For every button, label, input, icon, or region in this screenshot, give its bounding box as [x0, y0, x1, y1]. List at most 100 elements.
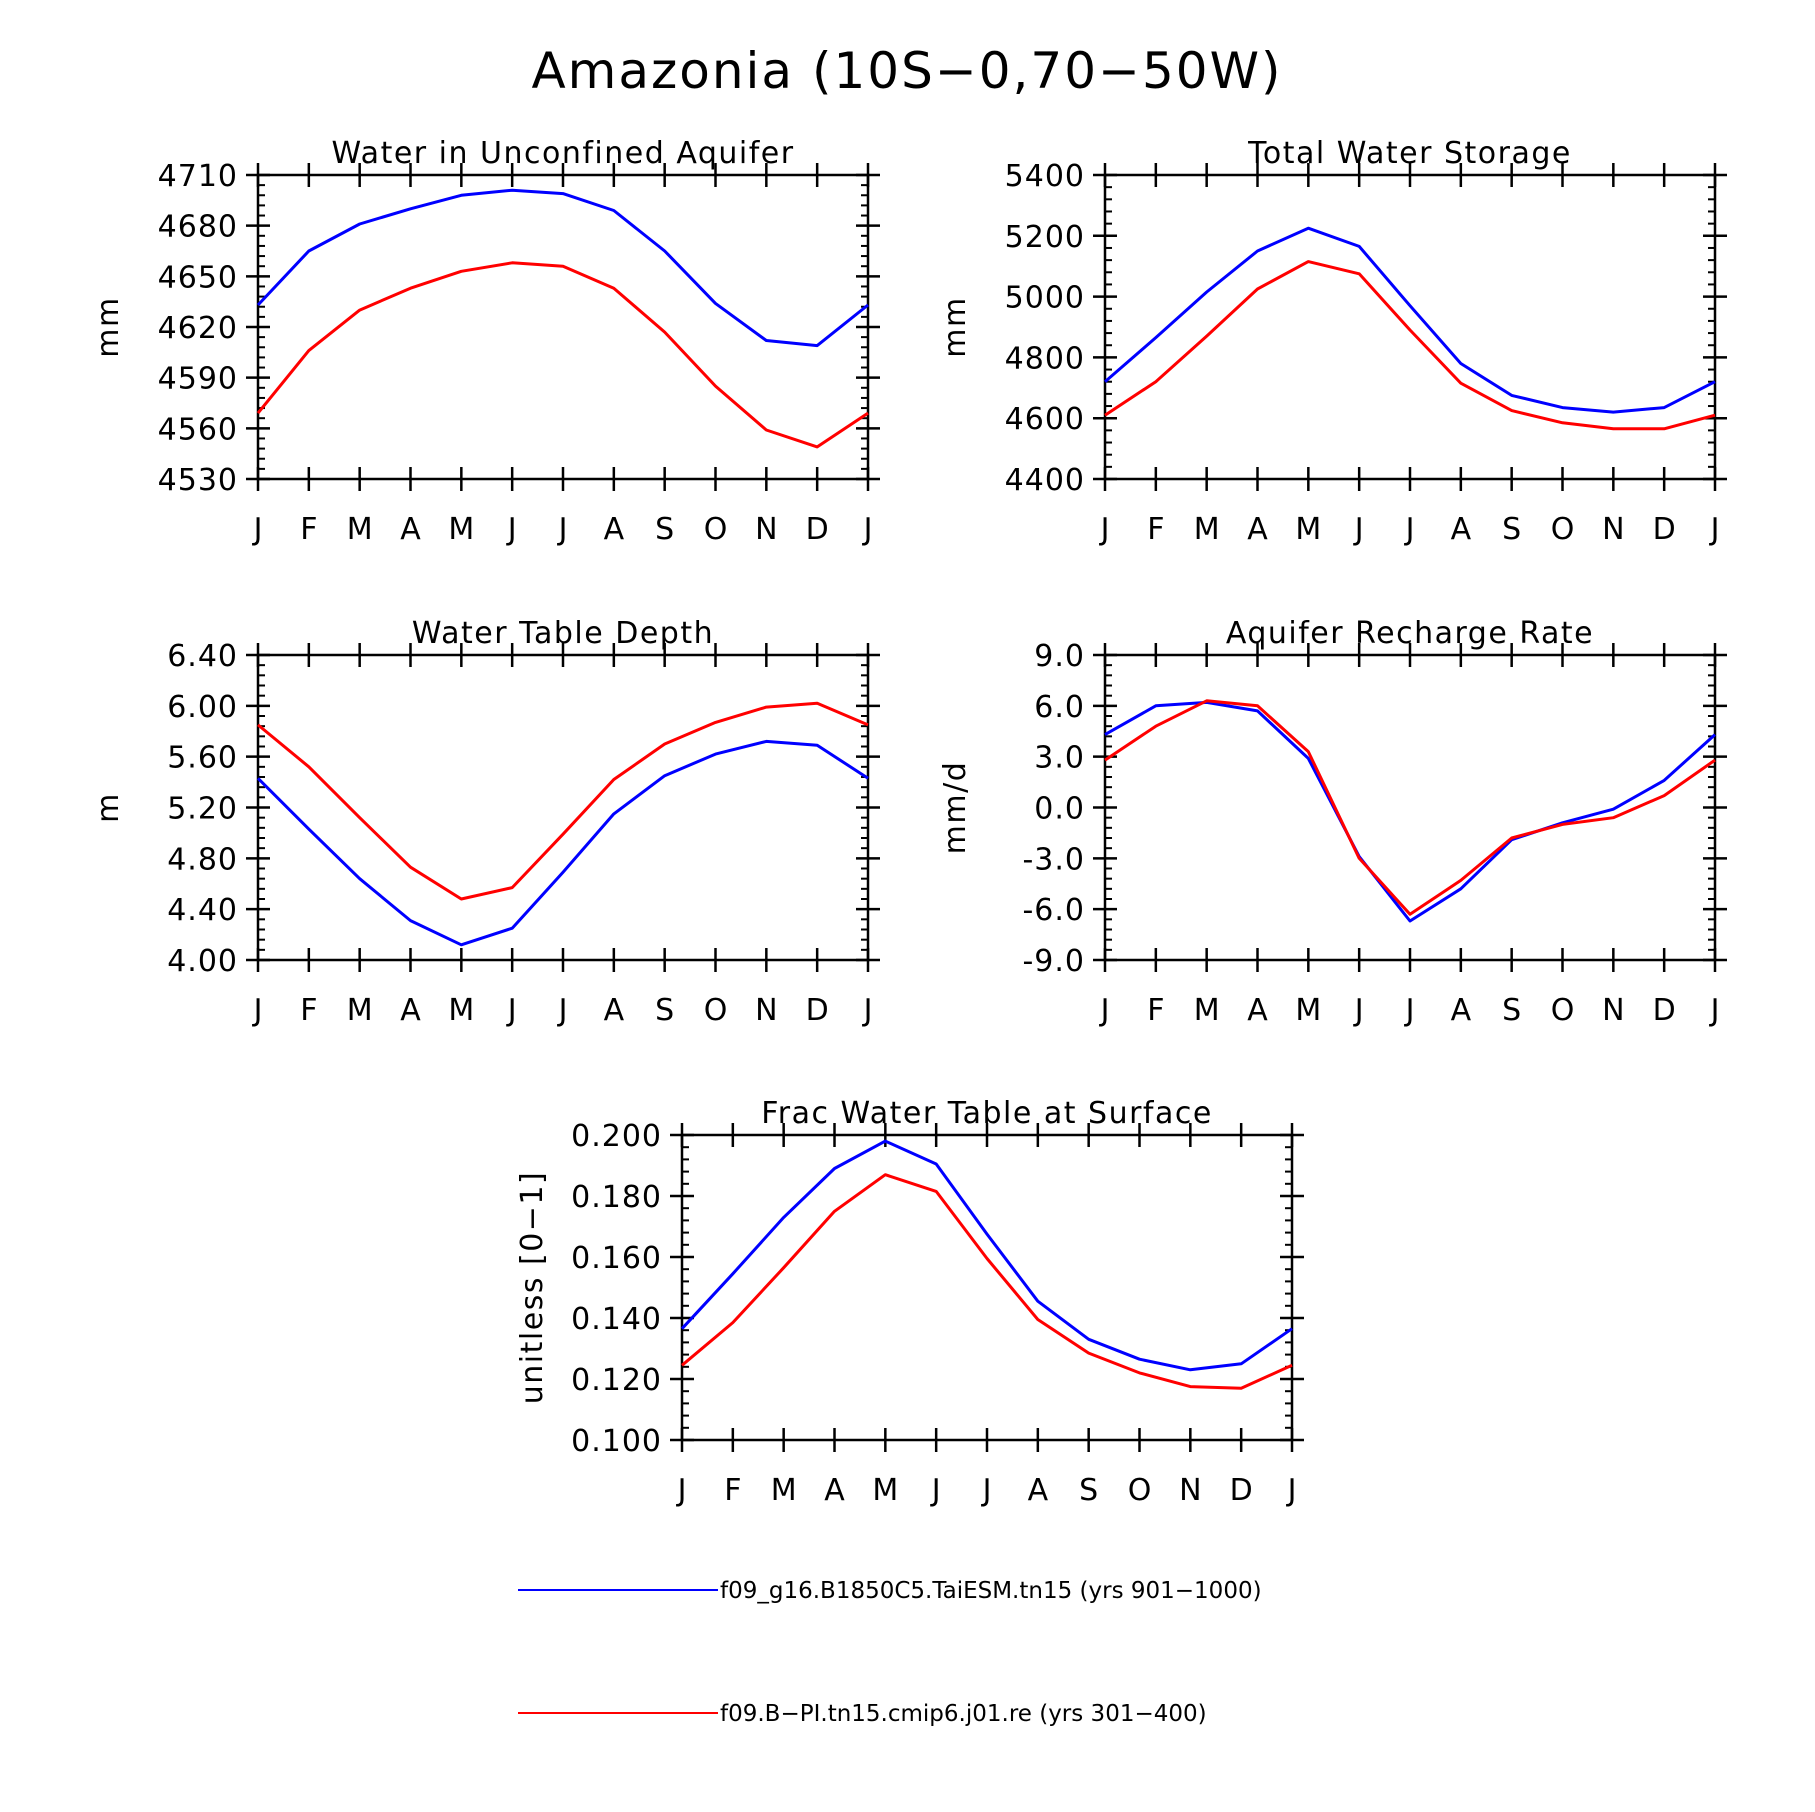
y-tick-label: 4.40 [167, 893, 238, 928]
x-tick-label: J [252, 993, 263, 1028]
x-tick-label: J [862, 993, 873, 1028]
x-tick-label: N [755, 512, 777, 547]
y-tick-label: 5400 [1005, 159, 1085, 194]
y-tick-label: 5.60 [167, 741, 238, 776]
y-axis-label: m [91, 792, 126, 823]
x-tick-label: M [872, 1473, 898, 1508]
x-tick-label: O [1128, 1473, 1152, 1508]
y-tick-label: 5200 [1005, 220, 1085, 255]
y-tick-label: 0.120 [571, 1363, 662, 1398]
y-axis-label: mm [938, 296, 973, 357]
x-tick-label: M [1295, 993, 1321, 1028]
x-tick-label: O [704, 512, 728, 547]
y-tick-label: 4400 [1005, 463, 1085, 498]
y-tick-label: 4800 [1005, 341, 1085, 376]
y-tick-label: 6.40 [167, 639, 238, 674]
x-tick-label: M [448, 993, 474, 1028]
y-tick-label: 4600 [1005, 402, 1085, 437]
x-tick-label: D [1653, 512, 1676, 547]
x-tick-label: F [300, 512, 317, 547]
x-tick-label: J [1099, 993, 1110, 1028]
y-tick-label: 0.140 [571, 1302, 662, 1337]
x-tick-label: J [1404, 993, 1415, 1028]
x-tick-label: N [1602, 993, 1624, 1028]
x-tick-label: J [930, 1473, 941, 1508]
series-line-2 [1104, 260, 1716, 431]
series-line-1 [1104, 226, 1716, 414]
x-tick-label: S [1502, 993, 1521, 1028]
x-tick-label: A [1451, 512, 1472, 547]
legend-label-1: f09_g16.B1850C5.TaiESM.tn15 (yrs 901−100… [720, 1578, 1262, 1604]
x-tick-label: M [1194, 993, 1220, 1028]
x-tick-label: O [704, 993, 728, 1028]
x-tick-label: J [557, 512, 568, 547]
y-tick-label: 0.100 [571, 1424, 662, 1459]
y-tick-label: 0.200 [571, 1119, 662, 1154]
y-tick-label: 4620 [158, 311, 238, 346]
y-axis-label: unitless [0−1] [515, 1171, 550, 1404]
x-tick-label: F [300, 993, 317, 1028]
y-tick-label: 4.00 [167, 944, 238, 979]
y-tick-label: 9.0 [1034, 639, 1085, 674]
y-tick-label: 6.00 [167, 690, 238, 725]
legend-entry-2: f09.B−PI.tn15.cmip6.j01.re (yrs 301−400) [518, 1701, 1207, 1727]
x-tick-label: A [400, 993, 421, 1028]
series-line-1 [680, 1139, 1293, 1372]
y-tick-label: -6.0 [1022, 893, 1085, 928]
x-tick-label: F [1147, 993, 1164, 1028]
x-tick-label: J [1099, 512, 1110, 547]
x-tick-label: J [1353, 512, 1364, 547]
x-tick-label: D [806, 512, 829, 547]
x-tick-label: N [755, 993, 777, 1028]
y-tick-label: 6.0 [1034, 690, 1085, 725]
x-tick-label: M [347, 512, 373, 547]
x-tick-label: J [252, 512, 263, 547]
x-tick-label: A [1451, 993, 1472, 1028]
y-tick-label: 4.80 [167, 842, 238, 877]
y-tick-label: 4560 [158, 412, 238, 447]
legend-label-2: f09.B−PI.tn15.cmip6.j01.re (yrs 301−400) [720, 1701, 1207, 1727]
y-tick-label: 3.0 [1034, 741, 1085, 776]
x-tick-label: J [506, 512, 517, 547]
x-tick-label: S [1079, 1473, 1098, 1508]
x-tick-label: M [448, 512, 474, 547]
series-line-2 [256, 261, 869, 449]
series-line-1 [256, 188, 869, 348]
x-tick-label: A [1247, 993, 1268, 1028]
y-tick-label: 4710 [158, 159, 238, 194]
plot-frame [680, 1133, 1294, 1442]
series-line-2 [681, 1173, 1293, 1390]
y-tick-label: 5000 [1005, 281, 1085, 316]
chart-panel-3: Water Table Depthm4.004.404.805.205.606.… [91, 616, 880, 1028]
x-tick-label: J [981, 1473, 992, 1508]
x-tick-label: S [655, 512, 674, 547]
legend: f09_g16.B1850C5.TaiESM.tn15 (yrs 901−100… [518, 1578, 1262, 1727]
chart-panels: Water in Unconfined Aquifermm45304560459… [91, 136, 1727, 1508]
y-axis-label: mm [91, 296, 126, 357]
y-tick-label: 4680 [158, 210, 238, 245]
x-tick-label: M [771, 1473, 797, 1508]
x-tick-label: S [655, 993, 674, 1028]
y-tick-label: 5.20 [167, 792, 238, 827]
y-tick-label: -3.0 [1022, 842, 1085, 877]
x-tick-label: O [1551, 512, 1575, 547]
y-tick-label: -9.0 [1022, 944, 1085, 979]
x-tick-label: A [1247, 512, 1268, 547]
x-tick-label: S [1502, 512, 1521, 547]
x-tick-label: J [862, 512, 873, 547]
x-tick-label: A [604, 993, 625, 1028]
chart-panel-1: Water in Unconfined Aquifermm45304560459… [91, 136, 880, 547]
x-tick-label: A [400, 512, 421, 547]
x-tick-label: J [1353, 993, 1364, 1028]
x-tick-label: F [724, 1473, 741, 1508]
x-tick-label: D [1230, 1473, 1253, 1508]
y-tick-label: 4590 [158, 362, 238, 397]
x-tick-label: A [1028, 1473, 1049, 1508]
series-line-2 [257, 701, 869, 901]
y-tick-label: 0.0 [1034, 792, 1085, 827]
chart-panel-4: Aquifer Recharge Ratemm/d-9.0-6.0-3.00.0… [938, 616, 1727, 1028]
x-tick-label: A [824, 1473, 845, 1508]
page-title: Amazonia (10S−0,70−50W) [531, 42, 1282, 100]
